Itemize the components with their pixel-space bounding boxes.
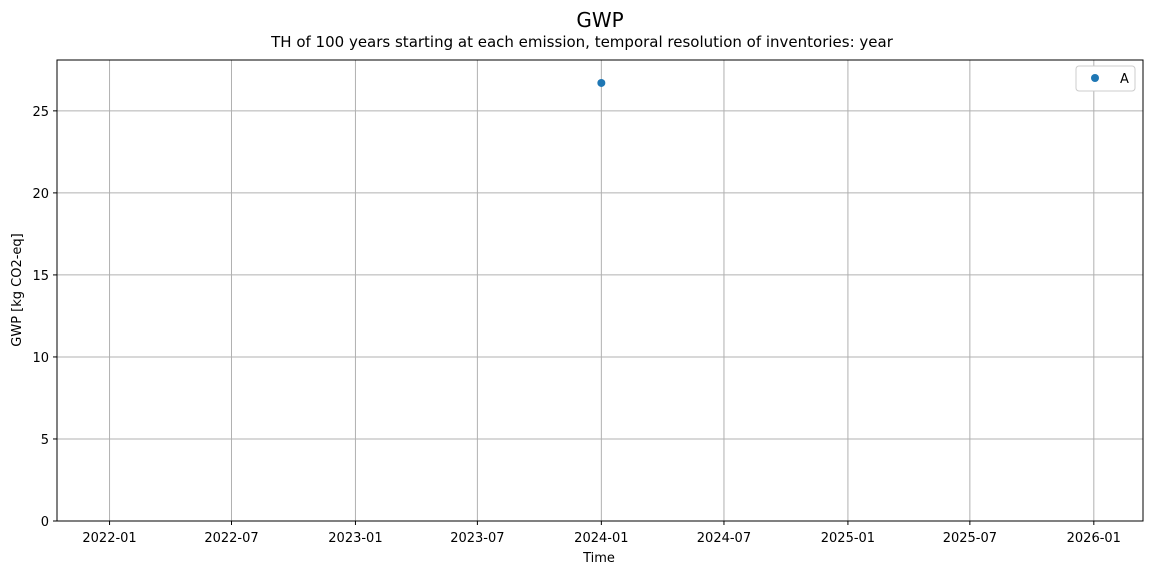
x-tick-label: 2022-01 [82, 531, 136, 546]
x-axis-label: Time [582, 551, 615, 566]
y-tick-label: 0 [41, 515, 49, 530]
legend-box [1075, 65, 1136, 92]
y-tick-label: 5 [41, 433, 49, 448]
grid-lines [57, 60, 1143, 522]
y-tick-label: 20 [32, 187, 49, 202]
legend-label-a: A [1120, 72, 1129, 87]
y-tick-label: 25 [32, 105, 49, 120]
y-tick-label: 15 [32, 269, 49, 284]
x-tick-label: 2025-01 [821, 531, 875, 546]
y-axis: 0 5 10 15 20 25 [32, 105, 57, 530]
x-tick-label: 2024-01 [574, 531, 628, 546]
data-point [597, 78, 606, 87]
legend: A [1075, 65, 1136, 92]
y-tick-label: 10 [32, 351, 49, 366]
chart-title: GWP [576, 8, 623, 32]
plot-area-frame [56, 59, 1144, 522]
legend-marker-a [1091, 74, 1099, 82]
x-tick-label: 2024-07 [697, 531, 751, 546]
data-points [597, 78, 606, 87]
x-tick-label: 2023-07 [450, 531, 504, 546]
x-tick-label: 2026-01 [1067, 531, 1121, 546]
x-axis: 2022-01 2022-07 2023-01 2023-07 2024-01 2024-… [82, 521, 1121, 546]
x-tick-label: 2025-07 [943, 531, 997, 546]
y-axis-label: GWP [kg CO2-eq] [10, 233, 25, 346]
x-tick-label: 2023-01 [328, 531, 382, 546]
x-tick-label: 2022-07 [204, 531, 258, 546]
chart-subtitle: TH of 100 years starting at each emissio… [270, 33, 894, 51]
